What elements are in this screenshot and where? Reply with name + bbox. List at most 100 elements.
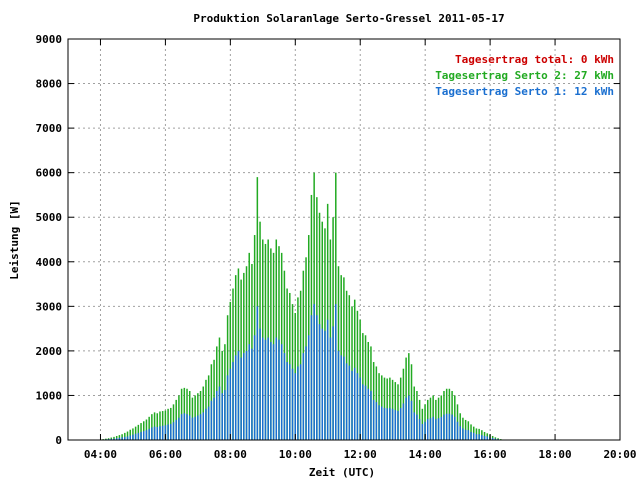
bar-serto-1 — [432, 416, 434, 440]
bar-serto-1 — [429, 418, 432, 440]
bar-serto-1 — [151, 427, 153, 440]
bar-serto-1 — [483, 435, 486, 440]
bar-serto-1 — [278, 339, 280, 440]
bar-serto-1 — [224, 390, 226, 440]
y-tick-label: 7000 — [36, 122, 63, 135]
bar-serto-1 — [486, 436, 489, 440]
bar-serto-1 — [248, 344, 250, 440]
chart-title: Produktion Solaranlage Serto-Gressel 201… — [193, 12, 504, 25]
x-tick-label: 20:00 — [603, 448, 636, 461]
bar-serto-1 — [370, 390, 372, 440]
bar-serto-1 — [110, 438, 113, 440]
bar-serto-1 — [305, 346, 307, 440]
bar-serto-2 — [137, 424, 140, 440]
bar-serto-1 — [467, 430, 470, 440]
y-axis-label: Leistung [W] — [8, 200, 21, 279]
bar-serto-1 — [383, 407, 386, 440]
bar-serto-1 — [448, 413, 451, 440]
x-tick-label: 18:00 — [538, 448, 571, 461]
plot-frame — [67, 38, 621, 441]
bar-serto-1 — [389, 407, 391, 440]
bar-serto-1 — [405, 397, 407, 440]
x-tick-label: 16:00 — [474, 448, 507, 461]
bar-serto-1 — [126, 436, 129, 440]
bar-serto-1 — [153, 426, 156, 440]
bar-serto-2 — [110, 437, 113, 440]
bar-serto-1 — [340, 355, 342, 440]
bar-serto-1 — [491, 438, 494, 440]
bar-serto-1 — [440, 416, 443, 440]
bar-serto-2 — [145, 419, 148, 440]
bar-serto-1 — [283, 353, 286, 440]
x-tick-label: 08:00 — [214, 448, 247, 461]
bars — [102, 172, 505, 441]
legend-entry: Tagesertrag Serto 1: 12 kWh — [435, 85, 614, 98]
bar-serto-1 — [115, 438, 118, 440]
bar-serto-1 — [399, 407, 402, 440]
bar-serto-1 — [194, 416, 196, 440]
bar-serto-1 — [172, 422, 175, 440]
bar-serto-1 — [326, 319, 329, 440]
bar-serto-1 — [186, 414, 188, 440]
bar-serto-1 — [372, 399, 375, 440]
bar-serto-1 — [329, 337, 332, 440]
bar-serto-1 — [375, 402, 378, 440]
bar-serto-1 — [332, 326, 334, 440]
bar-serto-1 — [264, 339, 267, 440]
bar-serto-1 — [118, 437, 121, 440]
y-tick-label: 2000 — [36, 345, 63, 358]
bar-serto-1 — [161, 425, 164, 440]
bar-serto-1 — [180, 414, 183, 440]
legend-entry: Tagesertrag total: 0 kWh — [455, 53, 614, 66]
bar-serto-1 — [378, 405, 380, 440]
bar-serto-2 — [126, 431, 129, 440]
bar-serto-1 — [245, 350, 248, 440]
bar-serto-2 — [161, 411, 164, 440]
bar-serto-1 — [421, 423, 424, 440]
bar-serto-1 — [318, 324, 321, 440]
bar-serto-1 — [397, 411, 399, 440]
bar-serto-2 — [491, 435, 494, 440]
bar-serto-1 — [470, 431, 472, 440]
bar-serto-1 — [356, 373, 359, 440]
legend-entry: Tagesertrag Serto 2: 27 kWh — [435, 69, 614, 82]
bar-serto-1 — [313, 304, 315, 440]
bar-serto-1 — [494, 438, 497, 440]
bar-serto-1 — [164, 425, 167, 440]
bar-serto-2 — [115, 435, 118, 440]
bar-serto-1 — [402, 403, 405, 440]
bar-serto-1 — [294, 373, 296, 440]
grid — [68, 39, 620, 440]
bar-serto-1 — [324, 330, 326, 440]
bar-serto-1 — [275, 337, 278, 440]
bar-serto-1 — [183, 413, 186, 440]
bar-serto-1 — [475, 434, 478, 440]
bar-serto-1 — [437, 418, 440, 440]
bar-serto-2 — [151, 414, 153, 440]
bar-serto-1 — [232, 362, 234, 440]
x-tick-label: 10:00 — [279, 448, 312, 461]
bar-serto-2 — [156, 413, 159, 440]
legend: Tagesertrag total: 0 kWh Tagesertrag Sert… — [435, 53, 614, 98]
y-tick-label: 0 — [55, 434, 62, 447]
x-tick-label: 04:00 — [84, 448, 117, 461]
bar-serto-1 — [240, 357, 242, 440]
bar-serto-2 — [129, 429, 131, 440]
bar-serto-1 — [210, 400, 213, 440]
bar-serto-1 — [178, 417, 180, 440]
bar-serto-1 — [418, 419, 421, 440]
bar-serto-1 — [221, 393, 223, 440]
ticks: 0 1000 2000 3000 4000 5000 6000 7000 8000 9000 04:… — [36, 33, 637, 461]
bar-serto-1 — [443, 414, 445, 440]
bar-serto-1 — [170, 423, 172, 440]
bar-serto-1 — [259, 328, 261, 440]
bar-serto-1 — [251, 348, 253, 440]
bar-serto-2 — [164, 410, 167, 440]
bar-serto-2 — [134, 426, 137, 440]
bar-serto-1 — [302, 353, 305, 440]
bar-serto-1 — [359, 377, 361, 440]
bar-serto-1 — [134, 433, 137, 440]
bar-serto-1 — [289, 364, 291, 440]
bar-serto-1 — [291, 368, 294, 440]
